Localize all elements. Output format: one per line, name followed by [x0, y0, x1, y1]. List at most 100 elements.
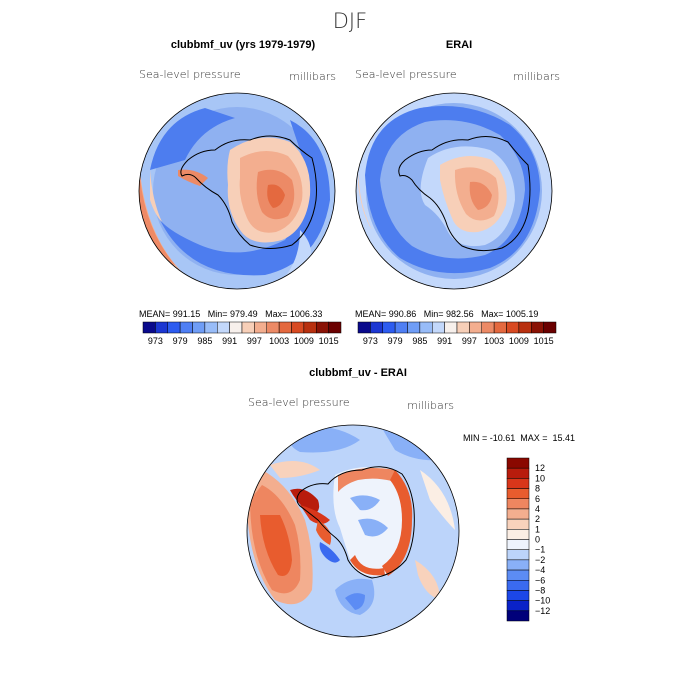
panel-model: clubbmf_uv (yrs 1979-1979) Sea-level pre…	[138, 39, 342, 346]
panel-difference-colorbar-swatch	[506, 467, 530, 479]
panel-model-colorbar-swatch	[291, 321, 305, 334]
panel-difference-right-label: millibars	[407, 399, 454, 412]
panel-model-colorbar-swatch	[167, 321, 181, 334]
panel-difference-colorbar-tick-label: −1	[535, 545, 545, 555]
panel-model-colorbar-swatch	[241, 321, 255, 334]
panel-difference-colorbar-tick-label: 8	[535, 484, 540, 494]
panel-difference-colorbar-swatch	[506, 478, 530, 489]
panel-model-colorbar-swatch	[316, 321, 329, 334]
panel-difference-colorbar-tick-label: −2	[535, 555, 545, 565]
panel-reanalysis-colorbar-swatch	[394, 321, 408, 334]
panel-reanalysis-colorbar-swatch	[407, 321, 421, 334]
panel-reanalysis-colorbar-swatch	[370, 321, 383, 334]
panel-model-colorbar-swatch	[217, 321, 230, 334]
panel-model-colorbar-tick-label: 997	[247, 336, 262, 346]
panel-reanalysis-colorbar-tick-label: 1015	[534, 336, 554, 346]
panel-reanalysis-colorbar-swatch	[432, 321, 445, 334]
panel-difference-colorbar-swatch	[506, 457, 530, 469]
panel-difference-colorbar-tick-label: 12	[535, 463, 545, 473]
panel-model-colorbar-tick-label: 1015	[319, 336, 339, 346]
panel-reanalysis-colorbar-tick-label: 979	[388, 336, 403, 346]
panel-difference-title: clubbmf_uv - ERAI	[309, 367, 407, 379]
panel-difference-colorbar-swatch	[506, 539, 530, 550]
panel-model-map-border	[138, 92, 336, 290]
panel-model-colorbar-swatch	[303, 321, 317, 334]
panel-reanalysis-colorbar-swatch	[456, 321, 470, 334]
panel-model-colorbar-swatch	[179, 321, 193, 334]
panel-difference: clubbmf_uv - ERAI Sea-level pressure mil…	[246, 367, 575, 638]
panel-difference-colorbar-swatch	[506, 559, 530, 571]
panel-model-colorbar-swatch	[142, 321, 156, 334]
panel-reanalysis-left-label: Sea-level pressure	[355, 68, 457, 81]
panel-model-colorbar-swatch	[229, 321, 243, 334]
panel-model-colorbar: 973 979 985 991 997 1003 1009 1015	[142, 321, 342, 346]
panel-reanalysis-colorbar-swatch	[444, 321, 458, 334]
panel-difference-colorbar-swatch	[506, 529, 530, 540]
panel-difference-colorbar-swatch	[506, 580, 530, 591]
panel-reanalysis-colorbar-tick-label: 1003	[484, 336, 504, 346]
panel-model-left-label: Sea-level pressure	[139, 68, 241, 81]
panel-reanalysis: ERAI Sea-level pressure millibars MEAN= …	[355, 39, 560, 346]
panel-reanalysis-colorbar-tick-label: 973	[363, 336, 378, 346]
panel-difference-colorbar-swatch	[506, 590, 530, 601]
panel-reanalysis-colorbar-tick-label: 1009	[509, 336, 529, 346]
panel-reanalysis-colorbar-swatch	[469, 321, 482, 334]
panel-difference-colorbar-tick-label: 6	[535, 494, 540, 504]
panel-reanalysis-stats: MEAN= 990.86 Min= 982.56 Max= 1005.19	[355, 309, 538, 319]
panel-difference-colorbar-tick-label: 4	[535, 504, 540, 514]
panel-reanalysis-colorbar-swatch	[419, 321, 433, 334]
panel-model-colorbar-tick-label: 991	[222, 336, 237, 346]
panel-difference-colorbar-swatch	[506, 508, 530, 520]
panel-difference-colorbar-swatch	[506, 549, 530, 561]
panel-model-right-label: millibars	[289, 70, 336, 83]
panel-reanalysis-colorbar-swatch	[518, 321, 532, 334]
panel-difference-colorbar-tick-label: 1	[535, 524, 540, 534]
panel-difference-colorbar-tick-label: −6	[535, 575, 545, 585]
panel-model-stats: MEAN= 991.15 Min= 979.49 Max= 1006.33	[139, 309, 322, 319]
panel-model-map	[139, 93, 335, 289]
panel-model-colorbar-swatch	[254, 321, 267, 334]
panel-model-colorbar-tick-label: 979	[173, 336, 188, 346]
panel-difference-colorbar-tick-label: −10	[535, 596, 550, 606]
season-title: DJF	[333, 9, 367, 33]
panel-difference-colorbar-swatch	[506, 569, 530, 581]
panel-reanalysis-colorbar-swatch	[531, 321, 544, 334]
panel-difference-colorbar-swatch	[506, 488, 530, 499]
panel-model-colorbar-swatch	[192, 321, 206, 334]
panel-difference-left-label: Sea-level pressure	[248, 396, 350, 409]
panel-model-colorbar-swatch	[278, 321, 292, 334]
panel-difference-colorbar-tick-label: 0	[535, 535, 540, 545]
panel-difference-colorbar-swatch	[506, 518, 530, 530]
panel-reanalysis-colorbar-swatch	[357, 321, 371, 334]
panel-reanalysis-colorbar-swatch	[543, 321, 557, 334]
panel-reanalysis-title: ERAI	[446, 39, 472, 51]
panel-difference-colorbar-tick-label: −4	[535, 565, 545, 575]
panel-model-title: clubbmf_uv (yrs 1979-1979)	[171, 39, 316, 51]
panel-reanalysis-map-border	[355, 92, 553, 290]
panel-difference-colorbar-tick-label: −8	[535, 585, 545, 595]
panel-difference-colorbar-swatch	[506, 600, 530, 612]
panel-difference-colorbar-tick-label: 10	[535, 473, 545, 483]
panel-reanalysis-map	[356, 93, 552, 289]
panel-reanalysis-colorbar-tick-label: 991	[437, 336, 452, 346]
panel-model-colorbar-tick-label: 985	[197, 336, 212, 346]
panel-reanalysis-colorbar-swatch	[382, 321, 396, 334]
panel-reanalysis-right-label: millibars	[513, 70, 560, 83]
panel-model-colorbar-tick-label: 1009	[294, 336, 314, 346]
panel-reanalysis-colorbar-swatch	[506, 321, 520, 334]
panel-reanalysis-colorbar-swatch	[481, 321, 495, 334]
panel-difference-colorbar-tick-label: −12	[535, 606, 550, 616]
panel-model-colorbar-swatch	[266, 321, 280, 334]
panel-reanalysis-colorbar-tick-label: 997	[462, 336, 477, 346]
panel-difference-colorbar-tick-label: 2	[535, 514, 540, 524]
panel-model-colorbar-swatch	[155, 321, 168, 334]
panel-reanalysis-colorbar: 973 979 985 991 997 1003 1009 1015	[357, 321, 557, 346]
panel-difference-colorbar-swatch	[506, 498, 530, 510]
panel-difference-stats: MIN = -10.61 MAX = 15.41	[463, 433, 575, 443]
panel-model-colorbar-swatch	[328, 321, 342, 334]
panel-model-colorbar-swatch	[204, 321, 218, 334]
panel-model-colorbar-tick-label: 1003	[269, 336, 289, 346]
panel-difference-map-border	[246, 424, 460, 638]
